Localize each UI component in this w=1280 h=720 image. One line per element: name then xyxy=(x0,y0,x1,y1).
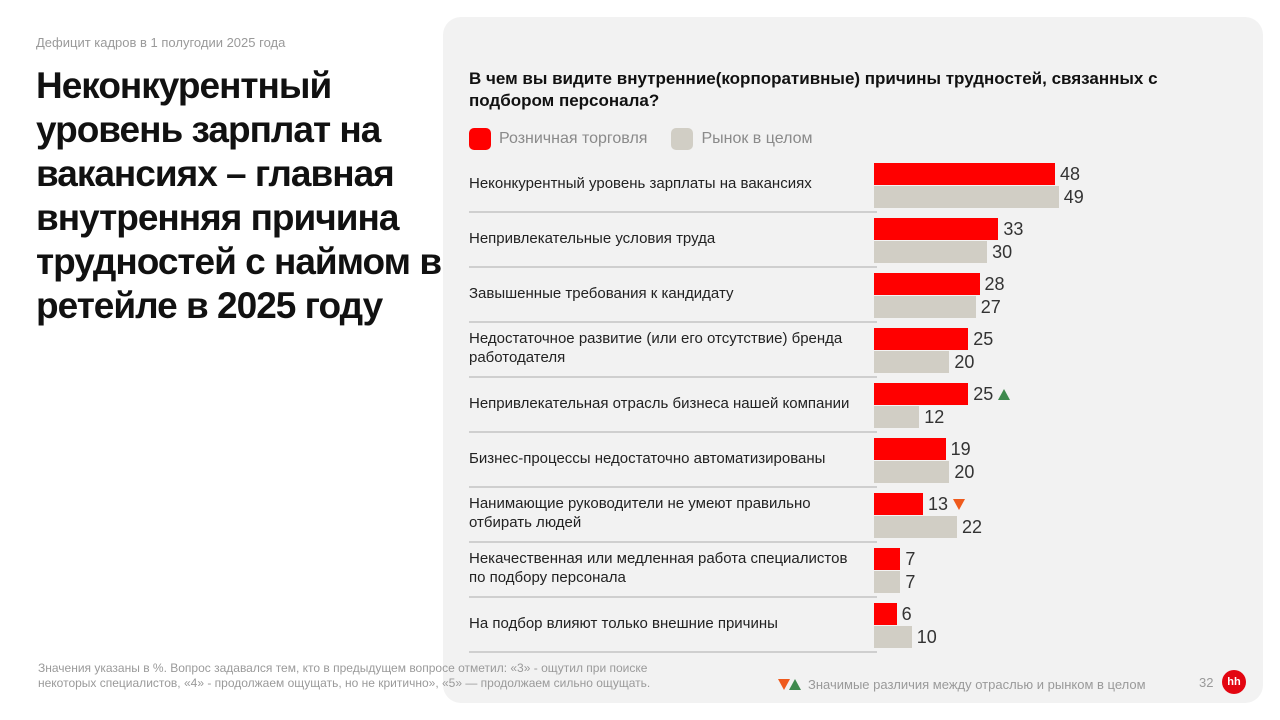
row-divider xyxy=(469,266,877,268)
value-label: 27 xyxy=(980,297,1001,317)
bar-market xyxy=(874,571,901,593)
hh-logo: hh xyxy=(1222,670,1246,694)
legend-item-retail: Розничная торговля xyxy=(469,128,647,150)
page-number: 32 xyxy=(1199,675,1214,690)
bar-market xyxy=(874,516,957,538)
value-label: 7 xyxy=(905,572,916,592)
value-label: 6 xyxy=(901,604,912,624)
chart-row: Недостаточное развитие (или его отсутств… xyxy=(469,323,1089,378)
value-label: 30 xyxy=(992,242,1013,262)
bar-market xyxy=(874,351,950,373)
row-divider xyxy=(469,486,877,488)
chart-row: Завышенные требования к кандидату 28 27 xyxy=(469,268,1089,323)
row-divider xyxy=(469,431,877,433)
bar-market xyxy=(874,186,1059,208)
chart-row: Бизнес-процессы недостаточно автоматизир… xyxy=(469,433,1089,488)
value-label: 49 xyxy=(1063,187,1084,207)
chart-row: На подбор влияют только внешние причины 6… xyxy=(469,598,1089,653)
value-label: 12 xyxy=(924,407,945,427)
value-label: 48 xyxy=(1059,164,1080,184)
legend-label: Розничная торговля xyxy=(499,130,648,147)
bar-retail xyxy=(874,218,999,240)
bar-retail xyxy=(874,383,969,405)
chart-row: Нанимающие руководители не умеют правиль… xyxy=(469,488,1089,543)
value-label: 28 xyxy=(984,274,1005,294)
category-label: Непривлекательные условия труда xyxy=(469,229,716,247)
bar-market xyxy=(874,241,988,263)
row-divider xyxy=(469,596,877,598)
bar-retail xyxy=(874,273,980,295)
bar-retail xyxy=(874,328,969,350)
value-label: 10 xyxy=(916,627,937,647)
bar-market xyxy=(874,626,912,648)
significance-up-icon xyxy=(998,389,1011,400)
row-divider xyxy=(469,376,877,378)
legend: Розничная торговля Рынок в целом xyxy=(469,128,823,150)
significance-icon xyxy=(778,679,802,690)
category-label: Завышенные требования к кандидату xyxy=(469,284,734,302)
chart-title: В чем вы видите внутренние(корпоративные… xyxy=(469,69,1158,110)
legend-swatch xyxy=(671,128,694,150)
bar-retail xyxy=(874,603,897,625)
category-label: Непривлекательная отрасль бизнеса нашей … xyxy=(469,394,850,412)
row-divider xyxy=(469,321,877,323)
category-label: Нанимающие руководители не умеют правиль… xyxy=(469,495,811,531)
chart-row: Неконкурентный уровень зарплаты на вакан… xyxy=(469,158,1089,213)
kicker: Дефицит кадров в 1 полугодии 2025 года xyxy=(36,35,286,50)
value-label: 33 xyxy=(1003,219,1024,239)
value-label: 7 xyxy=(905,549,916,569)
chart-row: Непривлекательные условия труда 33 30 xyxy=(469,213,1089,268)
legend-item-market: Рынок в целом xyxy=(671,128,813,150)
significance-down-icon xyxy=(953,499,965,510)
value-label: 13 xyxy=(928,494,949,514)
page-title: Неконкурентный уровень зарплат на ваканс… xyxy=(36,65,442,326)
row-divider xyxy=(469,651,877,653)
bar-retail xyxy=(874,163,1055,185)
value-label: 20 xyxy=(954,352,975,372)
category-label: Бизнес-процессы недостаточно автоматизир… xyxy=(469,449,826,467)
value-label: 22 xyxy=(961,517,982,537)
value-label: 25 xyxy=(973,384,994,404)
chart-row: Некачественная или медленная работа спец… xyxy=(469,543,1089,598)
bar-retail xyxy=(874,548,901,570)
chart-panel xyxy=(443,17,1263,703)
value-label: 25 xyxy=(973,329,994,349)
bar-market xyxy=(874,461,950,483)
significance-note-text: Значимые различия между отраслью и рынко… xyxy=(808,677,1146,692)
row-divider xyxy=(469,211,877,213)
category-label: Недостаточное развитие (или его отсутств… xyxy=(469,330,843,366)
row-divider xyxy=(469,541,877,543)
bar-retail xyxy=(874,493,923,515)
significance-note: Значимые различия между отраслью и рынко… xyxy=(778,677,1146,692)
category-label: На подбор влияют только внешние причины xyxy=(469,614,778,632)
category-label: Неконкурентный уровень зарплаты на вакан… xyxy=(469,174,812,192)
legend-swatch xyxy=(469,128,491,150)
chart-row: Непривлекательная отрасль бизнеса нашей … xyxy=(469,378,1089,433)
footnote: Значения указаны в %. Вопрос задавался т… xyxy=(38,661,651,690)
bar-retail xyxy=(874,438,946,460)
value-label: 19 xyxy=(950,439,971,459)
bar-market xyxy=(874,296,976,318)
category-label: Некачественная или медленная работа спец… xyxy=(469,550,848,586)
bar-market xyxy=(874,406,920,428)
value-label: 20 xyxy=(954,462,975,482)
legend-label: Рынок в целом xyxy=(701,130,813,147)
